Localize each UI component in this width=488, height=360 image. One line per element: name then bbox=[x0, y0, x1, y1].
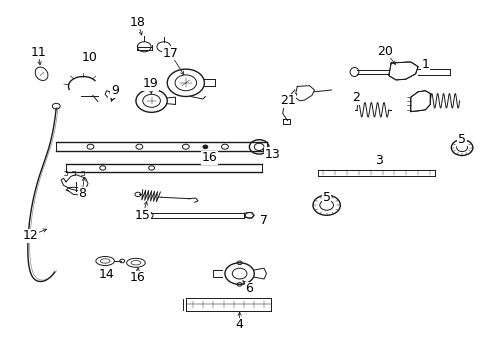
Text: 5: 5 bbox=[457, 133, 465, 146]
Text: 17: 17 bbox=[162, 47, 178, 60]
Text: 19: 19 bbox=[142, 77, 158, 90]
Text: 21: 21 bbox=[279, 94, 295, 107]
Polygon shape bbox=[410, 91, 429, 112]
Polygon shape bbox=[110, 89, 116, 101]
Polygon shape bbox=[61, 175, 88, 191]
Text: 9: 9 bbox=[111, 84, 119, 97]
Text: 8: 8 bbox=[78, 187, 86, 200]
Text: 4: 4 bbox=[235, 318, 243, 331]
Text: 6: 6 bbox=[245, 282, 253, 295]
Text: 18: 18 bbox=[130, 16, 145, 29]
Text: 16: 16 bbox=[130, 271, 145, 284]
Text: 2: 2 bbox=[351, 91, 359, 104]
Text: 11: 11 bbox=[30, 46, 46, 59]
Text: 3: 3 bbox=[374, 154, 382, 167]
Text: 14: 14 bbox=[99, 268, 114, 281]
Polygon shape bbox=[388, 62, 417, 80]
Text: 12: 12 bbox=[22, 229, 38, 242]
Text: 13: 13 bbox=[264, 148, 280, 161]
Text: 7: 7 bbox=[260, 214, 267, 227]
Text: 10: 10 bbox=[81, 51, 97, 64]
Text: 16: 16 bbox=[201, 151, 217, 164]
Polygon shape bbox=[66, 187, 83, 195]
Text: 15: 15 bbox=[135, 209, 150, 222]
Circle shape bbox=[203, 145, 207, 149]
Text: 20: 20 bbox=[377, 45, 392, 58]
Text: 1: 1 bbox=[421, 58, 428, 71]
Text: 5: 5 bbox=[322, 191, 330, 204]
